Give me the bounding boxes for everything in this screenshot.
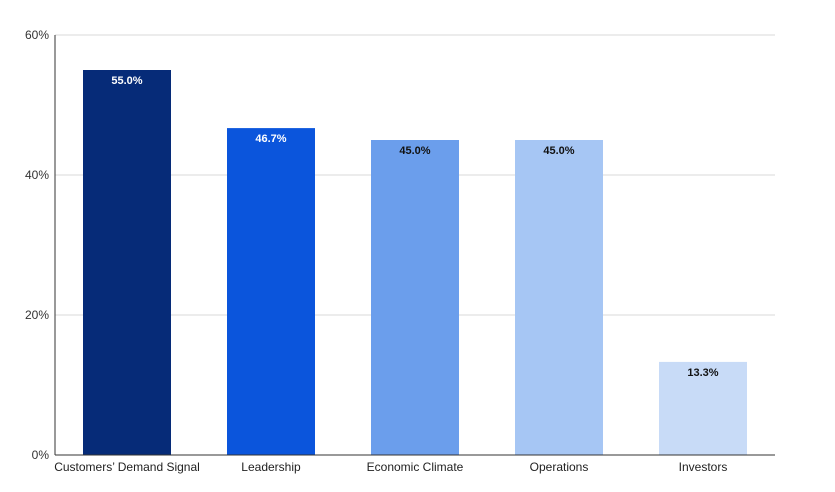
y-tick-label: 60%: [25, 28, 49, 42]
data-labels: 55.0% 46.7% 45.0% 45.0% 13.3%: [111, 75, 718, 379]
y-tick-label: 0%: [32, 448, 50, 462]
y-axis-tick-labels: 0% 20% 40% 60%: [25, 28, 49, 462]
bar: [659, 361, 747, 455]
x-tick-label: Investors: [679, 460, 728, 474]
y-tick-label: 20%: [25, 308, 49, 322]
bar: [227, 128, 315, 455]
data-label: 45.0%: [543, 145, 574, 157]
data-label: 55.0%: [111, 75, 142, 87]
y-tick-label: 40%: [25, 168, 49, 182]
bar: [83, 70, 171, 455]
bars: [83, 70, 747, 455]
x-tick-label: Economic Climate: [367, 460, 464, 474]
data-label: 13.3%: [687, 367, 718, 379]
bar: [371, 140, 459, 455]
data-label: 45.0%: [399, 145, 430, 157]
bar: [515, 140, 603, 455]
x-tick-label: Customers’ Demand Signal: [54, 460, 200, 474]
x-axis-category-labels: Customers’ Demand Signal Leadership Econom…: [54, 460, 727, 474]
x-tick-label: Leadership: [241, 460, 301, 474]
x-tick-label: Operations: [530, 460, 589, 474]
data-label: 46.7%: [255, 133, 286, 145]
